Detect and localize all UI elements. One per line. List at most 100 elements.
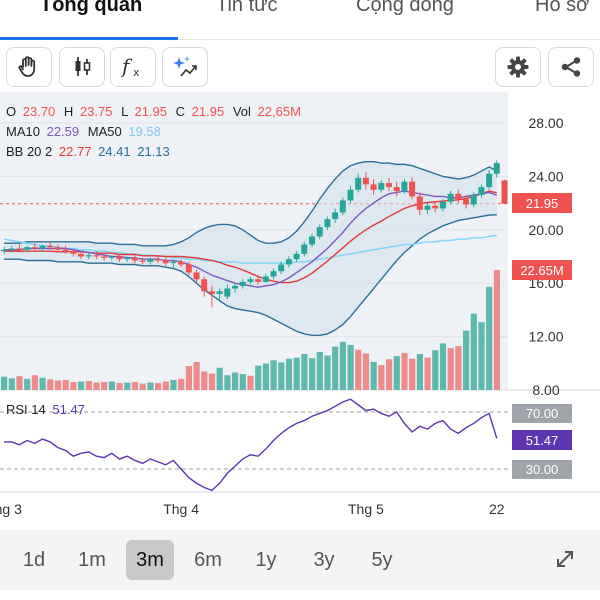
volume-bar: [201, 371, 208, 390]
expand-arrows-icon[interactable]: [550, 544, 580, 574]
svg-text:x: x: [133, 66, 140, 79]
range-1m-button[interactable]: 1m: [78, 548, 106, 571]
volume-bar: [101, 382, 108, 390]
volume-bar: [70, 382, 77, 390]
volume-bar: [301, 353, 308, 390]
low-label: L: [121, 104, 128, 119]
candle-body: [370, 184, 377, 190]
ai-analysis-button[interactable]: [162, 47, 208, 87]
rsi-last-tag: 51.47: [526, 433, 559, 448]
share-icon: [561, 57, 581, 77]
candle-body: [278, 264, 285, 272]
volume-bar: [232, 372, 239, 390]
candle-body: [239, 281, 246, 286]
candle-body: [162, 260, 169, 264]
volume-bar: [85, 380, 92, 390]
range-6m-button[interactable]: 6m: [194, 548, 222, 571]
price-tick-label: 8.00: [532, 382, 559, 398]
tab-community[interactable]: Cộng đồng: [356, 0, 454, 16]
volume-bar: [386, 359, 393, 390]
volume-bar: [332, 346, 339, 390]
volume-bar: [347, 344, 354, 390]
rsi-70-tag: 70.00: [526, 406, 559, 421]
candle-body: [93, 255, 100, 257]
volume-bar: [409, 358, 416, 390]
indicator-button[interactable]: f x: [110, 47, 156, 87]
candle-body: [116, 256, 123, 260]
volume-bar: [8, 378, 15, 390]
candle-body: [139, 260, 146, 262]
candle-body: [486, 173, 493, 188]
bb-lower-value: 21.13: [137, 144, 170, 159]
volume-bar: [255, 365, 262, 390]
time-tick-label: Thg 4: [163, 501, 199, 517]
time-tick-label: Thg 5: [348, 501, 384, 517]
candle-body: [131, 257, 138, 261]
svg-text:f: f: [120, 54, 133, 78]
candle-body: [70, 251, 77, 254]
close-value: 21.95: [192, 104, 225, 119]
ma50-value: 19.58: [128, 124, 161, 139]
chart-type-button[interactable]: [59, 47, 105, 87]
volume-bar: [247, 375, 254, 390]
range-5y-button[interactable]: 5y: [371, 548, 393, 571]
volume-bar: [124, 382, 131, 390]
volume-bar: [193, 361, 200, 390]
volume-bar: [493, 270, 500, 390]
candle-body: [201, 279, 208, 292]
candle-body: [301, 244, 308, 254]
candle-body: [62, 249, 69, 252]
candle-body: [478, 187, 485, 196]
active-tab-indicator: [0, 37, 178, 40]
rsi-pane: [4, 398, 498, 492]
tab-profile[interactable]: Hồ sơ: [535, 0, 590, 16]
share-button[interactable]: [548, 47, 594, 87]
range-1y-button[interactable]: 1y: [255, 548, 277, 571]
volume-bar: [470, 313, 477, 390]
candle-body: [501, 180, 508, 204]
candle-body: [147, 259, 154, 262]
range-1d-button[interactable]: 1d: [22, 548, 46, 571]
candle-body: [339, 200, 346, 213]
volume-bar: [16, 376, 23, 390]
price-tick-label: 20.00: [528, 222, 563, 238]
price-tick-label: 28.00: [528, 115, 563, 131]
volume-bar: [162, 381, 169, 390]
range-3m-button[interactable]: 3m: [126, 540, 174, 580]
volume-bar: [155, 383, 162, 390]
volume-bar: [216, 367, 223, 390]
tab-news[interactable]: Tin tức: [216, 0, 278, 16]
candle-body: [247, 279, 254, 282]
price-tick-label: 12.00: [528, 329, 563, 345]
ma10-label: MA10: [6, 124, 40, 139]
hand-icon: [18, 56, 36, 77]
volume-bar: [424, 357, 431, 390]
candle-body: [155, 259, 161, 261]
volume-bar: [93, 382, 100, 390]
candle-body: [31, 247, 38, 249]
volume-bar: [208, 373, 216, 390]
rsi-legend: RSI 14 51.47: [6, 402, 85, 417]
volume-bar: [432, 350, 439, 390]
candle-body: [386, 183, 392, 188]
settings-button[interactable]: [495, 47, 541, 87]
bb-middle-value: 24.41: [98, 144, 131, 159]
pan-tool-button[interactable]: [6, 47, 52, 87]
candle-body: [409, 181, 416, 197]
candle-body: [208, 291, 215, 294]
low-value: 21.95: [134, 104, 167, 119]
tab-overview[interactable]: Tổng quan: [40, 0, 143, 16]
candle-body: [416, 196, 423, 210]
rsi-value: 51.47: [52, 402, 85, 417]
ohlc-legend: O 23.70 H 23.75 L 21.95 C 21.95 Vol 22,6…: [6, 104, 301, 119]
last-volume-tag: 22.65M: [520, 263, 563, 278]
rsi-line: [4, 398, 498, 492]
candle-body: [216, 291, 223, 294]
range-3y-button[interactable]: 3y: [313, 548, 335, 571]
candle-body: [463, 199, 469, 205]
last-price-tag: 21.95: [526, 196, 559, 211]
candle-body: [47, 245, 54, 248]
candle-body: [178, 261, 185, 265]
